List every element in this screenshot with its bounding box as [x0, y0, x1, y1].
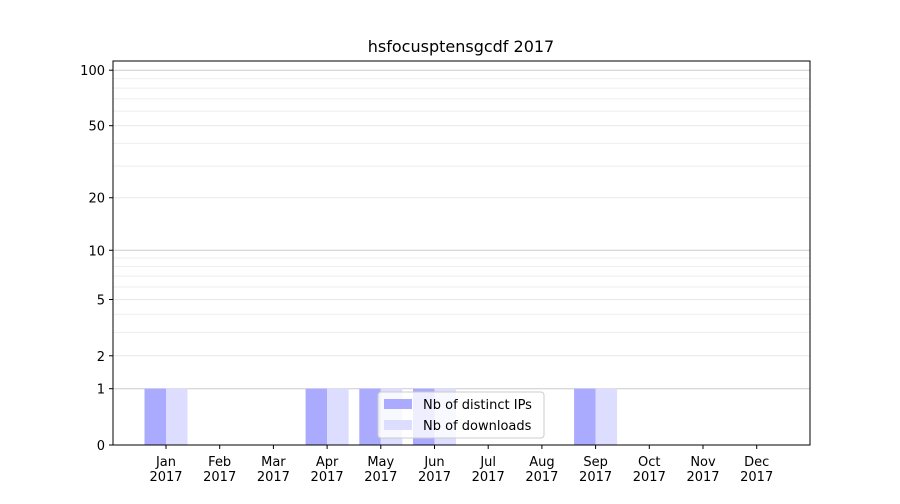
- x-tick-label: 2017: [311, 470, 344, 485]
- chart-title: hsfocusptensgcdf 2017: [368, 37, 554, 56]
- bar-downloads: [327, 388, 349, 445]
- legend-box: [377, 391, 545, 439]
- x-tick-label: 2017: [686, 470, 719, 485]
- y-tick-label: 100: [80, 64, 105, 79]
- x-tick-label: Aug: [529, 455, 554, 470]
- y-tick-label: 20: [88, 192, 105, 207]
- x-tick-label: Jun: [423, 455, 444, 470]
- x-tick-label: Oct: [638, 455, 660, 470]
- y-tick-label: 5: [97, 293, 105, 308]
- x-tick-label: 2017: [472, 470, 505, 485]
- x-tick-label: 2017: [149, 470, 182, 485]
- bar-downloads: [595, 388, 618, 445]
- x-tick-label: 2017: [257, 470, 290, 485]
- bar-distinct-ips: [359, 388, 381, 445]
- x-tick-label: 2017: [203, 470, 236, 485]
- legend-swatch: [384, 399, 412, 409]
- x-tick-label: Sep: [583, 455, 608, 470]
- y-tick-label: 50: [88, 120, 105, 135]
- x-tick-label: 2017: [364, 470, 397, 485]
- y-tick-label: 1: [97, 383, 105, 398]
- x-tick-label: 2017: [740, 470, 773, 485]
- y-tick-label: 0: [97, 439, 105, 454]
- y-tick-label: 2: [97, 350, 105, 365]
- x-tick-label: Jul: [479, 455, 496, 470]
- x-tick-label: Feb: [208, 455, 231, 470]
- x-tick-label: 2017: [418, 470, 451, 485]
- x-tick-label: Jan: [155, 455, 176, 470]
- legend-swatch: [384, 420, 412, 430]
- legend-label: Nb of downloads: [423, 419, 532, 434]
- x-tick-label: Dec: [744, 455, 769, 470]
- legend: Nb of distinct IPs Nb of downloads: [377, 391, 545, 439]
- bar-downloads: [166, 388, 188, 445]
- bar-distinct-ips: [574, 388, 596, 445]
- bar-distinct-ips: [144, 388, 166, 445]
- bar-distinct-ips: [305, 388, 328, 445]
- x-tick-label: May: [367, 455, 394, 470]
- y-tick-label: 10: [88, 244, 105, 259]
- x-tick-label: 2017: [579, 470, 612, 485]
- x-tick-label: 2017: [633, 470, 666, 485]
- legend-label: Nb of distinct IPs: [423, 398, 532, 413]
- x-tick-label: 2017: [525, 470, 558, 485]
- x-tick-label: Mar: [261, 455, 286, 470]
- x-tick-label: Apr: [316, 455, 339, 470]
- x-tick-label: Nov: [690, 455, 716, 470]
- plot-frame: [112, 60, 811, 446]
